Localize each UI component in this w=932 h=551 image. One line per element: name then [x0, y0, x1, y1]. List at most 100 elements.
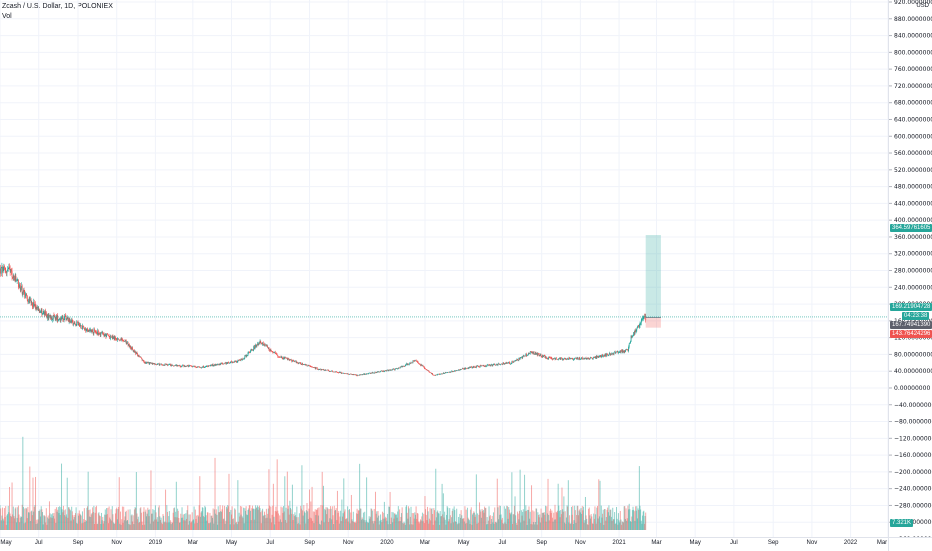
candle-body	[107, 334, 108, 335]
candle-body	[157, 364, 158, 365]
volume-bar	[511, 472, 512, 530]
candle-body	[220, 363, 221, 364]
time-tick-label: Nov	[343, 540, 354, 546]
candle-body	[628, 347, 629, 351]
price-tick-label: 360.00000000	[894, 234, 932, 241]
price-tick-label: 80.00000000	[894, 351, 932, 358]
candle-body	[288, 359, 289, 360]
candle-body	[459, 370, 460, 371]
candle-body	[589, 358, 590, 359]
candle-body	[183, 365, 184, 366]
candle-body	[4, 266, 5, 267]
candle-body	[143, 360, 144, 361]
candle-body	[201, 367, 202, 368]
candle-body	[458, 370, 459, 371]
candle-body	[627, 349, 628, 350]
candle-body	[222, 363, 223, 364]
candle-body	[74, 322, 75, 324]
candle-body	[423, 366, 424, 367]
candle-body	[66, 319, 67, 320]
candle-body	[140, 357, 141, 358]
price-tick-label: 720.00000000	[894, 83, 932, 90]
candle-body	[577, 358, 578, 359]
candle-body	[250, 353, 251, 354]
candle-body	[60, 319, 61, 320]
time-tick-label: Nov	[111, 540, 122, 546]
candle-body	[270, 349, 271, 350]
time-tick-label: Sep	[768, 540, 779, 546]
candle-body	[300, 363, 301, 364]
candle-body	[161, 364, 162, 365]
candle-body	[237, 362, 238, 363]
candle-body	[432, 373, 433, 374]
candle-body	[629, 343, 630, 344]
price-tick-label: 0.00000000	[894, 385, 930, 392]
candle-body	[31, 299, 32, 302]
candle-body	[409, 364, 410, 365]
price-tick-label: 560.00000000	[894, 150, 932, 157]
candle-body	[289, 360, 290, 361]
price-scale[interactable]: USD 920.00000000880.00000000840.00000000…	[888, 0, 932, 537]
candle-body	[253, 350, 254, 351]
time-tick-label: Mar	[877, 540, 887, 546]
chart-area[interactable]: Zcash / U.S. Dollar, 1D, POLONIEX Vol	[0, 0, 888, 537]
candle-body	[539, 354, 540, 357]
candle-body	[444, 373, 445, 374]
candle-body	[122, 339, 123, 341]
candle-body	[202, 367, 203, 368]
candle-body	[267, 346, 268, 348]
candle-body	[11, 269, 12, 271]
candle-body	[86, 329, 87, 330]
candle-body	[307, 365, 308, 366]
candle-body	[28, 302, 29, 303]
candles	[0, 263, 646, 376]
candle-body	[291, 359, 292, 360]
candle-body	[511, 364, 512, 365]
candle-body	[15, 276, 16, 281]
candle-body	[317, 368, 318, 369]
candle-body	[3, 267, 4, 272]
time-tick-label: May	[458, 540, 469, 546]
candle-body	[580, 360, 581, 361]
candle-body	[632, 337, 633, 338]
candle-body	[569, 358, 570, 359]
candle-body	[581, 358, 582, 359]
candle-body	[247, 355, 248, 356]
time-tick-label: May	[0, 540, 11, 546]
candle-body	[115, 337, 116, 339]
target-zone[interactable]	[646, 235, 661, 318]
candle-body	[348, 374, 349, 375]
candle-body	[118, 339, 119, 340]
candle-body	[62, 316, 63, 319]
candle-body	[603, 356, 604, 357]
price-tick-label: 600.00000000	[894, 133, 932, 140]
candle-body	[551, 358, 552, 359]
candle-body	[573, 360, 574, 361]
stop-zone[interactable]	[646, 318, 661, 328]
candle-body	[349, 374, 350, 375]
candle-body	[504, 364, 505, 365]
target-price-badge: 364.59761605	[890, 224, 932, 232]
candle-body	[392, 369, 393, 370]
volume-bars	[0, 437, 646, 530]
candle-body	[95, 331, 96, 332]
candle-body	[67, 318, 68, 320]
candle-body	[418, 363, 419, 364]
candle-body	[130, 346, 131, 349]
candle-body	[14, 276, 15, 278]
price-chart[interactable]	[0, 0, 888, 537]
candle-body	[297, 362, 298, 363]
time-tick-label: Jul	[266, 540, 274, 546]
candle-body	[556, 358, 557, 359]
candle-body	[388, 370, 389, 371]
scale-corner	[888, 537, 932, 551]
candle-body	[484, 365, 485, 366]
candle-body	[478, 366, 479, 367]
candle-body	[40, 312, 41, 313]
candle-body	[46, 313, 47, 317]
candle-body	[5, 268, 6, 270]
candle-body	[515, 361, 516, 362]
volume-bar	[476, 474, 477, 530]
time-tick-label: Sep	[73, 540, 84, 546]
